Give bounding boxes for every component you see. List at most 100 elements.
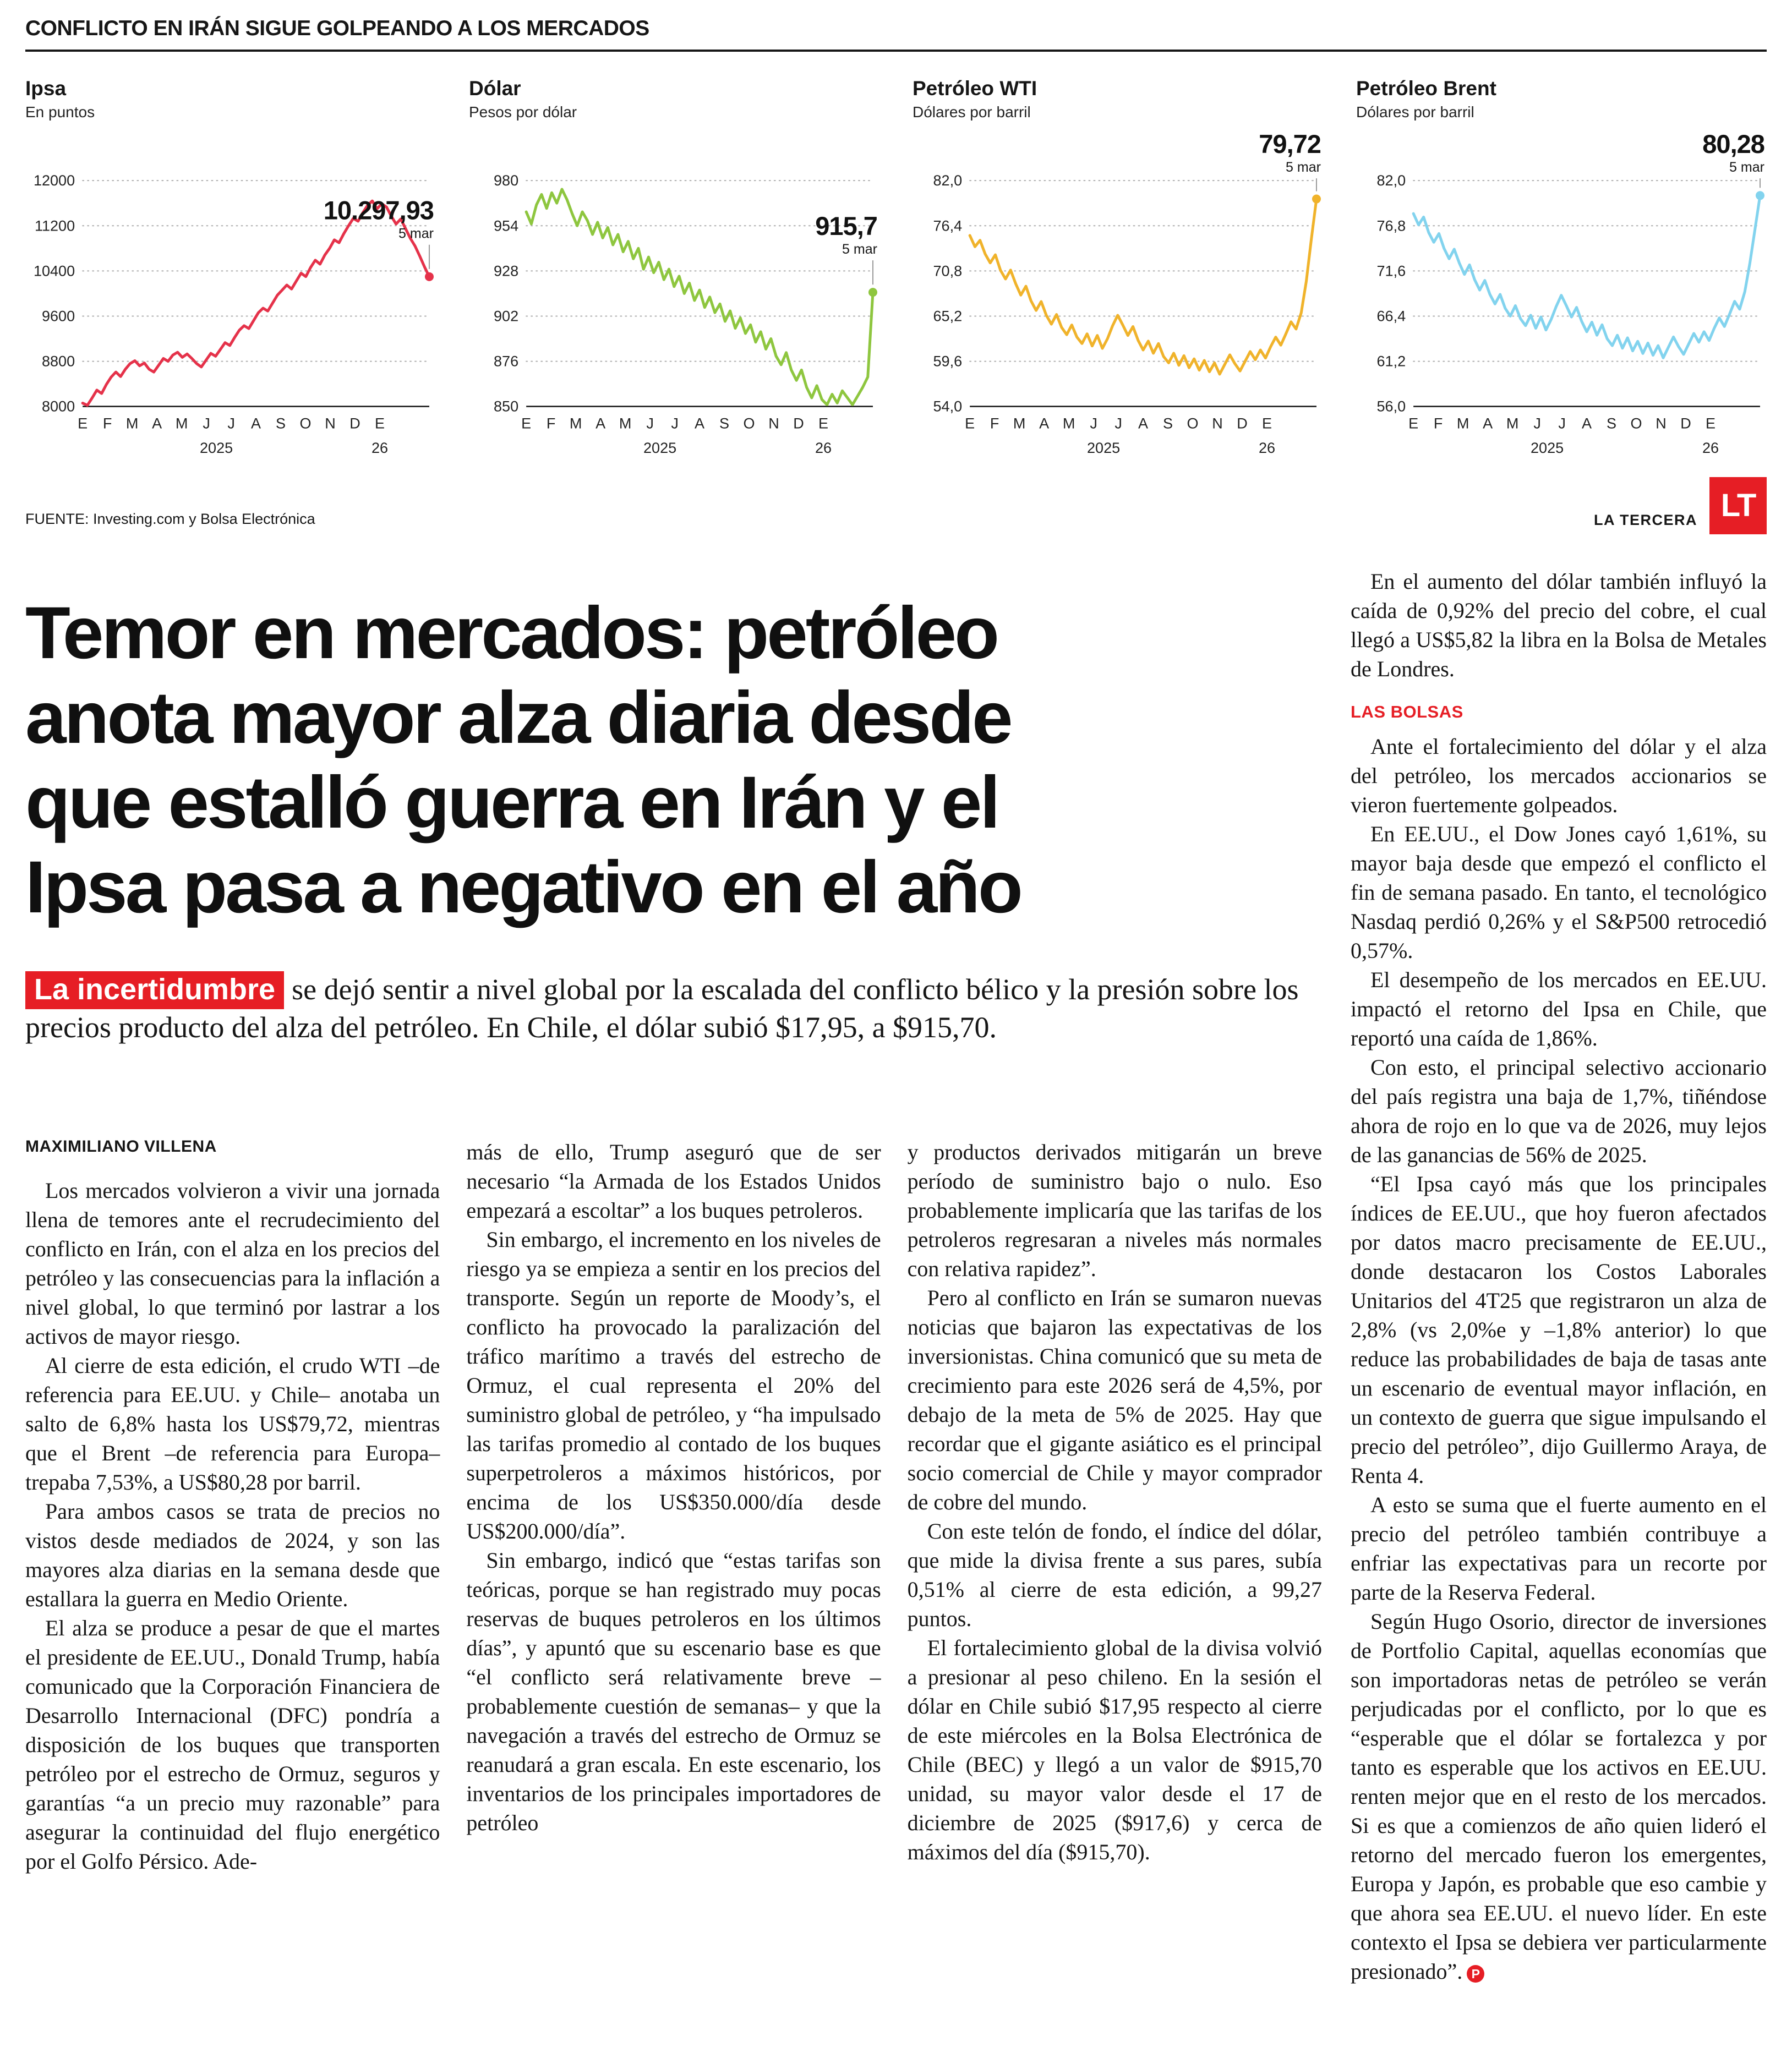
body-paragraph: Sin embargo, indicó que “estas tarifas s… (466, 1548, 881, 1836)
svg-text:902: 902 (494, 308, 518, 324)
svg-text:J: J (646, 415, 654, 432)
body-column-3: y productos derivados mitigarán un breve… (908, 1137, 1322, 1876)
svg-text:E: E (1706, 415, 1715, 432)
body-column-2: más de ello, Trump aseguró que de ser ne… (466, 1137, 881, 1876)
svg-text:12000: 12000 (34, 172, 75, 189)
svg-text:10.297,93: 10.297,93 (324, 196, 434, 225)
body-column-1: MAXIMILIANO VILLENA Los mercados volvier… (25, 1137, 440, 1876)
svg-text:A: A (251, 415, 261, 432)
chart-title: Dólar (469, 77, 521, 100)
svg-text:5 mar: 5 mar (1729, 160, 1764, 175)
body-paragraph: Al cierre de esta edición, el crudo WTI … (25, 1353, 440, 1495)
svg-text:876: 876 (494, 353, 518, 370)
svg-text:A: A (695, 415, 704, 432)
svg-text:O: O (744, 415, 755, 432)
svg-text:82,0: 82,0 (933, 172, 963, 189)
chart-panel-brent: Petróleo Brent Dólares por barril 82,0 76… (1356, 77, 1767, 462)
svg-text:11200: 11200 (35, 217, 75, 234)
svg-text:J: J (227, 415, 235, 432)
body-paragraph: “El Ipsa cayó más que los principales ín… (1351, 1171, 1767, 1488)
svg-text:F: F (1434, 415, 1443, 432)
svg-text:J: J (203, 415, 210, 432)
svg-text:915,7: 915,7 (815, 211, 877, 240)
svg-text:D: D (1237, 415, 1248, 432)
line-chart-svg: 82,076,871,666,461,256,0E F M A M J J A S O N D E202… (1377, 129, 1765, 456)
svg-text:A: A (152, 415, 162, 432)
body-paragraph: Sin embargo, el incremento en los nivele… (466, 1227, 881, 1544)
svg-text:61,2: 61,2 (1377, 353, 1406, 370)
svg-text:A: A (1582, 415, 1592, 432)
chart-title: Petróleo Brent (1356, 77, 1496, 100)
svg-text:E: E (1262, 415, 1272, 432)
svg-text:2025: 2025 (1531, 440, 1564, 456)
svg-text:E: E (1408, 415, 1418, 432)
svg-text:D: D (1680, 415, 1691, 432)
svg-text:M: M (619, 415, 632, 432)
body-paragraph: Según Hugo Osorio, director de inversion… (1351, 1608, 1767, 1984)
article-end-mark: P (1467, 1964, 1485, 1983)
svg-text:A: A (1039, 415, 1049, 432)
body-paragraph: El fortalecimiento global de la divisa v… (907, 1635, 1322, 1865)
line-chart-dolar: 980 954 928 902 876 850 E F M A M J J A S O N D E 2025 26 915… (469, 128, 879, 462)
line-chart-ipsa: 12000 11200 10400 9600 8800 8000 E F M A M J J A S O N D E… (25, 128, 436, 462)
body-paragraph: Con este telón de fondo, el índice del d… (907, 1519, 1322, 1632)
body-paragraph: En el aumento del dólar también influyó … (1351, 568, 1767, 681)
headline: Temor en mercados: petróleo anota mayor … (25, 591, 1322, 930)
svg-text:26: 26 (1259, 440, 1275, 456)
svg-text:N: N (768, 415, 779, 432)
body-paragraph: El alza se produce a pesar de que el mar… (25, 1616, 440, 1874)
chart-subtitle: Dólares por barril (913, 103, 1031, 121)
svg-text:2025: 2025 (643, 440, 676, 456)
article: Temor en mercados: petróleo anota mayor … (25, 565, 1767, 1986)
line-chart-wti: 82,0 76,4 70,8 65,2 59,6 54,0 E F M A M J J A S O N D E 202… (913, 128, 1323, 462)
svg-text:M: M (176, 415, 188, 432)
headline-line: anota mayor alza diaria desde (25, 676, 1013, 759)
svg-text:5 mar: 5 mar (1286, 160, 1321, 175)
svg-text:O: O (1631, 415, 1642, 432)
svg-text:M: M (1013, 415, 1026, 432)
body-paragraph: Para ambos casos se trata de precios no … (25, 1499, 440, 1612)
svg-text:E: E (521, 415, 531, 432)
svg-text:F: F (547, 415, 556, 432)
right-column-intro: En el aumento del dólar también influyó … (1351, 567, 1767, 683)
line-chart-svg: 82,076,470,865,259,654,0E F M A M J J A S O N D E202… (933, 129, 1321, 456)
svg-text:26: 26 (815, 440, 832, 456)
right-column-body: Ante el fortalecimiento del dólar y el a… (1351, 732, 1767, 1986)
svg-text:8000: 8000 (42, 398, 75, 415)
svg-text:F: F (990, 415, 999, 432)
headline-line: que estalló guerra en Irán y el (25, 762, 1001, 844)
chart-panel-wti: Petróleo WTI Dólares por barril 82,0 76,4… (913, 77, 1323, 462)
svg-text:E: E (78, 415, 88, 432)
svg-text:J: J (1558, 415, 1566, 432)
chart-title: Ipsa (25, 77, 67, 100)
chart-panel-dolar: Dólar Pesos por dólar 980 954 928 902 876 850… (469, 77, 879, 462)
svg-text:954: 954 (494, 217, 518, 234)
article-main: Temor en mercados: petróleo anota mayor … (25, 565, 1322, 1986)
svg-text:M: M (126, 415, 139, 432)
headline-line: Ipsa pasa a negativo en el año (25, 846, 1023, 929)
svg-text:S: S (276, 415, 286, 432)
lead-paragraph: La incertidumbre se dejó sentir a nivel g… (25, 971, 1302, 1047)
chart-title: Petróleo WTI (913, 77, 1037, 100)
svg-text:850: 850 (494, 398, 518, 415)
body-paragraph: y productos derivados mitigarán un breve… (907, 1140, 1322, 1282)
svg-text:D: D (349, 415, 360, 432)
svg-text:928: 928 (494, 262, 518, 279)
line-chart-brent: 82,0 76,8 71,6 66,4 61,2 56,0 E F M A M J J A S O N D E 202… (1356, 128, 1767, 462)
source-row: FUENTE: Investing.com y Bolsa Electrónic… (25, 477, 1767, 534)
source-line: FUENTE: Investing.com y Bolsa Electrónic… (25, 510, 315, 527)
svg-text:76,8: 76,8 (1377, 217, 1406, 234)
svg-text:26: 26 (371, 440, 388, 456)
chart-subtitle: Pesos por dólar (469, 103, 577, 121)
body-columns: MAXIMILIANO VILLENA Los mercados volvier… (25, 1137, 1322, 1876)
svg-text:A: A (1483, 415, 1493, 432)
svg-text:J: J (1533, 415, 1541, 432)
chart-subtitle: Dólares por barril (1356, 103, 1474, 121)
lead-text: se dejó sentir a nivel global por la esc… (25, 973, 1299, 1044)
svg-text:F: F (103, 415, 112, 432)
body-paragraph: Los mercados volvieron a vivir una jorna… (25, 1178, 440, 1349)
body-paragraph: Pero al conflicto en Irán se sumaron nue… (907, 1285, 1322, 1515)
svg-text:5 mar: 5 mar (398, 226, 434, 242)
svg-text:O: O (1187, 415, 1199, 432)
